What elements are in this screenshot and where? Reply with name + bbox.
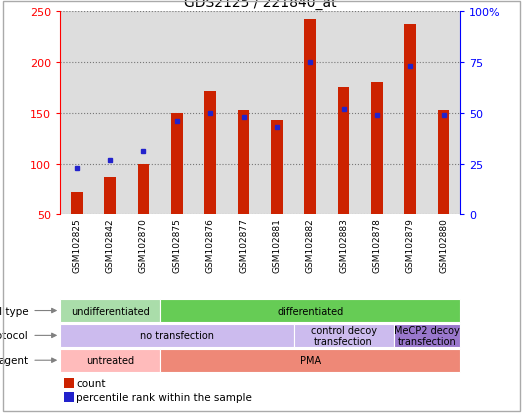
- Bar: [60, 299, 160, 322]
- Bar: [160, 349, 460, 372]
- Text: cell type: cell type: [0, 306, 28, 316]
- Text: MeCP2 decoy
transfection: MeCP2 decoy transfection: [394, 325, 460, 347]
- Bar: [60, 349, 160, 372]
- Bar: [171, 114, 183, 215]
- Bar: [104, 177, 116, 215]
- Bar: [438, 111, 449, 215]
- Text: percentile rank within the sample: percentile rank within the sample: [76, 392, 252, 402]
- Text: control decoy
transfection: control decoy transfection: [311, 325, 377, 347]
- Text: differentiated: differentiated: [277, 306, 343, 316]
- Bar: [304, 19, 316, 215]
- Bar: [404, 24, 416, 215]
- Bar: [293, 324, 393, 347]
- Bar: [271, 121, 283, 215]
- Bar: [393, 324, 460, 347]
- Text: agent: agent: [0, 355, 28, 366]
- Text: untreated: untreated: [86, 355, 134, 366]
- Bar: [138, 164, 150, 215]
- Title: GDS2125 / 221840_at: GDS2125 / 221840_at: [184, 0, 336, 10]
- Bar: [71, 192, 83, 215]
- Bar: [160, 299, 460, 322]
- Bar: [64, 392, 74, 401]
- Text: no transfection: no transfection: [140, 330, 214, 341]
- Bar: [371, 83, 383, 215]
- Text: protocol: protocol: [0, 330, 28, 341]
- Bar: [338, 88, 349, 215]
- Bar: [64, 378, 74, 388]
- Text: PMA: PMA: [300, 355, 321, 366]
- Text: count: count: [76, 378, 106, 388]
- Text: undifferentiated: undifferentiated: [71, 306, 150, 316]
- Bar: [237, 111, 249, 215]
- Bar: [60, 324, 293, 347]
- Bar: [204, 91, 216, 215]
